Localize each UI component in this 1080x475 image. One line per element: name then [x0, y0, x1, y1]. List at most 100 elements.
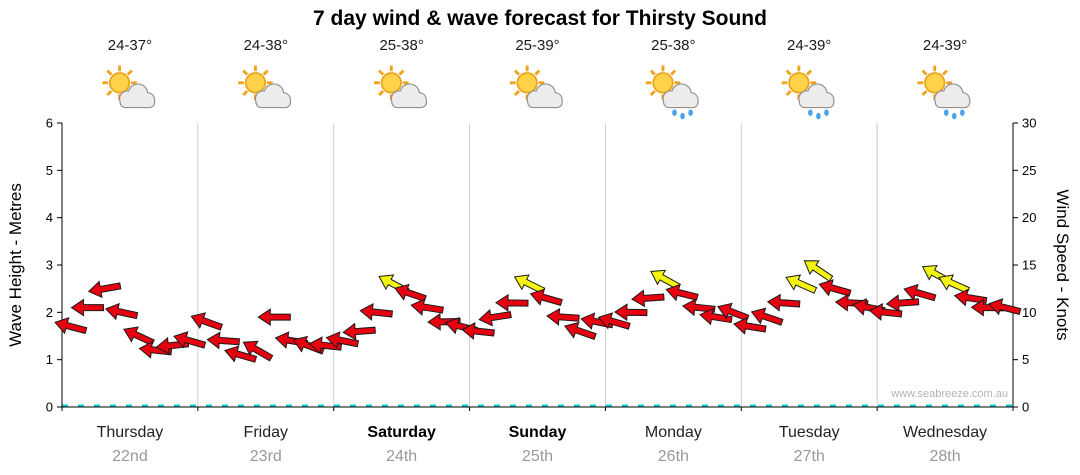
wind-arrow	[478, 308, 512, 327]
wind-arrow	[206, 331, 241, 350]
wind-arrow	[614, 303, 648, 322]
day-label: Thursday	[97, 424, 164, 441]
day-date-label: 22nd	[112, 448, 148, 465]
watermark: www.seabreeze.com.au	[891, 388, 1008, 400]
day-label: Tuesday	[779, 424, 840, 441]
sun-ray	[242, 89, 249, 97]
wind-arrow	[123, 326, 155, 347]
wind-arrow	[257, 308, 291, 327]
sun-icon	[102, 65, 137, 101]
wind-arrow	[394, 283, 427, 303]
wind-arrow	[631, 289, 665, 308]
right-axis-tick-label: 20	[1022, 210, 1036, 225]
sun-ray	[513, 89, 521, 97]
right-axis-tick-label: 30	[1022, 116, 1036, 131]
day-temp-range: 25-38°	[379, 37, 423, 54]
sun-ray	[534, 69, 541, 76]
wind-arrow	[359, 303, 393, 321]
day-date-label: 26th	[658, 448, 689, 465]
wind-arrow	[650, 269, 682, 291]
wind-arrow	[513, 274, 546, 295]
sun-ray	[106, 89, 113, 97]
right-axis-tick-label: 0	[1022, 400, 1029, 415]
left-axis-tick-label: 0	[46, 400, 53, 415]
sun-ray	[806, 69, 813, 76]
sun-ray	[921, 89, 928, 97]
day-label: Monday	[645, 424, 702, 441]
sun-ray	[670, 69, 677, 76]
day-date-label: 24th	[386, 448, 417, 465]
weather-icon-sun-cloud-rain	[781, 65, 835, 120]
day-date-label: 25th	[522, 448, 553, 465]
left-axis-tick-label: 2	[46, 305, 53, 320]
wind-arrow	[87, 280, 122, 299]
day-label: Wednesday	[903, 424, 987, 441]
right-axis-tick-label: 5	[1022, 352, 1029, 367]
wind-arrow	[766, 293, 801, 312]
sun-ray	[941, 69, 948, 76]
rain-drops-icon	[943, 109, 965, 120]
wind-arrow	[785, 274, 818, 294]
cloud-icon	[254, 83, 292, 109]
wind-arrow	[173, 331, 207, 349]
sun-ray	[262, 69, 269, 76]
left-axis-tick-label: 1	[46, 352, 53, 367]
wind-arrow	[953, 288, 988, 307]
day-label: Sunday	[509, 424, 567, 441]
day-label: Saturday	[367, 424, 436, 441]
sun-ray	[106, 69, 113, 76]
wind-arrow	[54, 316, 88, 335]
wind-arrow	[818, 279, 852, 297]
left-axis-tick-label: 3	[46, 258, 53, 273]
cloud-icon	[390, 83, 427, 109]
left-axis-tick-label: 4	[46, 210, 53, 225]
sun-ray	[378, 89, 385, 97]
day-temp-range: 24-39°	[787, 37, 831, 54]
wind-arrow	[104, 302, 139, 321]
wind-arrow	[665, 283, 699, 302]
sun-ray	[921, 69, 928, 76]
sun-ray	[513, 69, 521, 76]
wind-arrow	[224, 345, 258, 363]
wind-arrow	[325, 331, 360, 349]
wind-arrow	[803, 260, 834, 282]
wind-arrow	[529, 288, 563, 307]
wind-arrow	[699, 307, 733, 326]
sun-ray	[785, 89, 792, 97]
day-label: Friday	[244, 424, 288, 441]
wind-arrow	[717, 302, 750, 322]
sun-ray	[398, 69, 405, 76]
weather-icon-sun-cloud-rain	[917, 65, 971, 120]
right-axis-tick-label: 10	[1022, 305, 1036, 320]
wind-arrow	[242, 340, 274, 362]
wind-arrow	[885, 294, 920, 313]
cloud-icon	[662, 83, 699, 109]
wind-arrow	[70, 298, 104, 317]
wind-arrow	[988, 298, 1022, 316]
cloud-icon	[119, 83, 156, 109]
sun-ray	[242, 69, 249, 76]
wind-arrow	[546, 307, 580, 326]
rain-drops-icon	[808, 109, 829, 120]
day-temp-range: 25-38°	[651, 37, 695, 54]
wind-arrow	[564, 321, 597, 340]
day-temp-range: 25-39°	[515, 37, 559, 54]
weather-icon-sun-cloud	[102, 65, 156, 109]
weather-icon-sun-cloud-rain	[645, 65, 699, 120]
wind-arrow	[597, 312, 631, 330]
rain-drops-icon	[672, 109, 693, 120]
wind-arrow	[938, 274, 971, 294]
sun-ray	[378, 69, 385, 76]
day-date-label: 28th	[930, 448, 961, 465]
left-axis-tick-label: 6	[46, 116, 53, 131]
day-temp-range: 24-39°	[923, 37, 967, 54]
sun-ray	[785, 69, 792, 76]
wind-arrow	[750, 307, 784, 326]
sun-ray	[649, 69, 656, 76]
wind-arrow	[461, 322, 495, 340]
wind-arrow	[410, 298, 444, 316]
wind-arrow	[903, 283, 937, 302]
chart-title: 7 day wind & wave forecast for Thirsty S…	[313, 7, 767, 30]
